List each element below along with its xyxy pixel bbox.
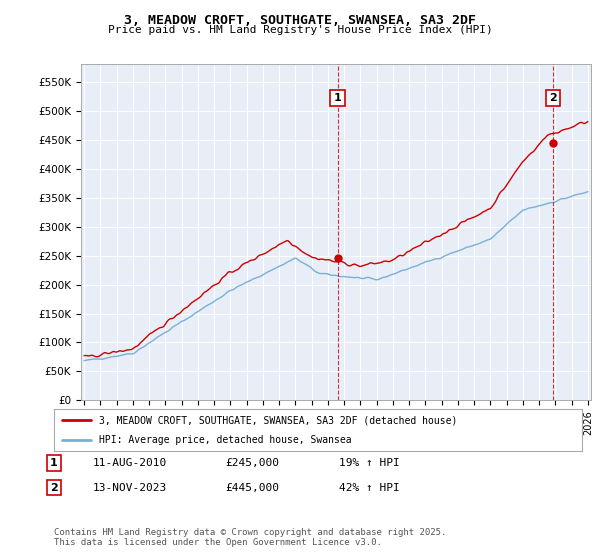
Text: 3, MEADOW CROFT, SOUTHGATE, SWANSEA, SA3 2DF: 3, MEADOW CROFT, SOUTHGATE, SWANSEA, SA3…: [124, 14, 476, 27]
Text: 1: 1: [50, 458, 58, 468]
Text: 1: 1: [334, 93, 341, 103]
Text: 11-AUG-2010: 11-AUG-2010: [93, 458, 167, 468]
Text: 19% ↑ HPI: 19% ↑ HPI: [339, 458, 400, 468]
Text: Contains HM Land Registry data © Crown copyright and database right 2025.
This d: Contains HM Land Registry data © Crown c…: [54, 528, 446, 547]
Text: HPI: Average price, detached house, Swansea: HPI: Average price, detached house, Swan…: [99, 435, 352, 445]
Text: 13-NOV-2023: 13-NOV-2023: [93, 483, 167, 493]
Text: 42% ↑ HPI: 42% ↑ HPI: [339, 483, 400, 493]
Text: Price paid vs. HM Land Registry's House Price Index (HPI): Price paid vs. HM Land Registry's House …: [107, 25, 493, 35]
Text: 2: 2: [549, 93, 557, 103]
Text: £445,000: £445,000: [225, 483, 279, 493]
Text: £245,000: £245,000: [225, 458, 279, 468]
Text: 2: 2: [50, 483, 58, 493]
Text: 3, MEADOW CROFT, SOUTHGATE, SWANSEA, SA3 2DF (detached house): 3, MEADOW CROFT, SOUTHGATE, SWANSEA, SA3…: [99, 415, 457, 425]
